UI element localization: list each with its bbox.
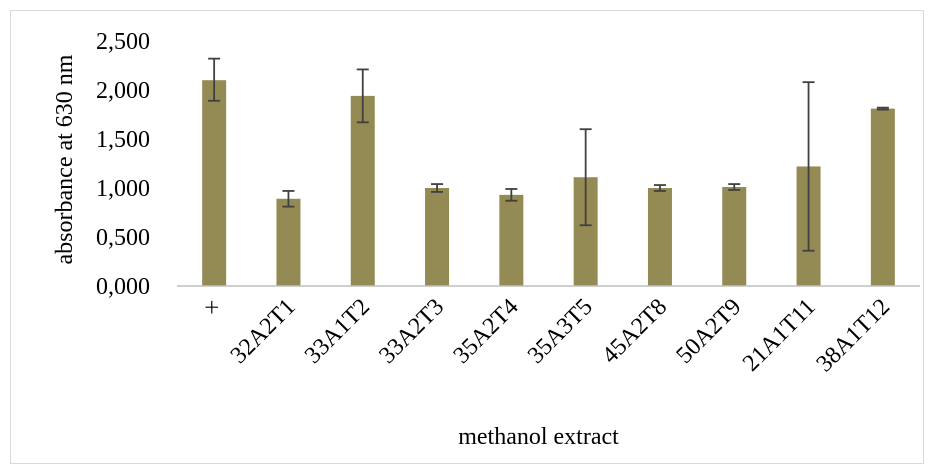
x-tick-label: 33A2T3 — [374, 294, 449, 369]
x-tick-label: 35A2T4 — [449, 294, 524, 369]
error-bar — [505, 188, 518, 202]
error-bar — [208, 57, 221, 102]
y-tick-label: 0,000 — [96, 274, 150, 300]
bar — [202, 80, 227, 286]
error-bar — [282, 190, 295, 208]
y-tick-labels: 0,000 0,500 1,000 1,500 2,000 2,500 — [96, 29, 150, 300]
x-tick-label: 33A1T2 — [300, 294, 375, 369]
bar — [276, 198, 301, 286]
x-tick-label: 45A2T8 — [597, 294, 672, 369]
x-tick-labels: × 32A2T1 33A1T2 33A2T3 35A2T4 35A3T5 45A2T8 50A… — [198, 294, 895, 377]
chart-area — [10, 10, 924, 464]
x-tick-label: 38A1T12 — [812, 294, 895, 377]
error-bar — [579, 128, 592, 227]
x-tick-label: 50A2T9 — [672, 294, 747, 369]
error-bar — [356, 68, 369, 124]
bars — [202, 80, 895, 287]
error-bar — [431, 183, 444, 193]
y-tick-label: 2,000 — [96, 78, 150, 104]
x-axis-title: methanol extract — [458, 424, 619, 450]
x-tick-label: × — [198, 294, 226, 322]
error-bar — [876, 106, 889, 111]
bar — [499, 194, 524, 286]
y-tick-label: 1,500 — [96, 127, 150, 153]
x-tick-label: 35A3T5 — [523, 294, 598, 369]
error-bar — [802, 81, 815, 252]
bar — [722, 187, 747, 286]
bar — [350, 95, 375, 286]
bar — [425, 188, 450, 286]
bar — [647, 188, 672, 286]
x-tick-label: 32A2T1 — [226, 294, 301, 369]
y-tick-label: 2,500 — [96, 29, 150, 55]
error-bars — [208, 57, 889, 252]
bar — [870, 108, 895, 287]
y-tick-label: 0,500 — [96, 225, 150, 251]
error-bar — [728, 183, 741, 191]
y-axis-title: absorbance at 630 nm — [52, 54, 78, 264]
x-tick-label: 21A1T11 — [738, 294, 821, 377]
error-bar — [653, 184, 666, 192]
y-tick-label: 1,000 — [96, 176, 150, 202]
